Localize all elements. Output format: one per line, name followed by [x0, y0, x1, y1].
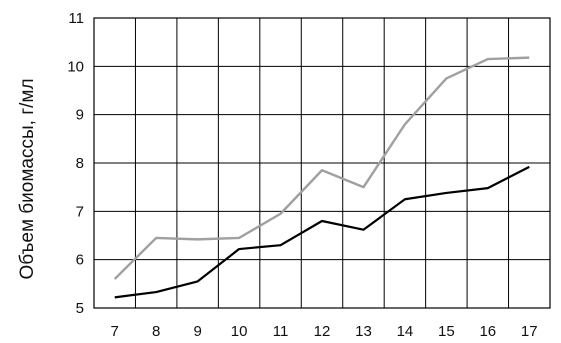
x-tick-label: 16 [479, 323, 496, 340]
x-tick-label: 10 [231, 323, 248, 340]
y-tick-label: 6 [76, 252, 84, 269]
y-tick-label: 7 [76, 203, 84, 220]
x-tick-label: 8 [152, 323, 160, 340]
x-tick-label: 17 [521, 323, 538, 340]
y-tick-label: 10 [67, 58, 84, 75]
y-tick-label: 9 [76, 107, 84, 124]
plot-frame [93, 17, 551, 309]
y-tick-label: 11 [68, 10, 84, 27]
series-lines [113, 56, 530, 299]
x-tick-label: 15 [438, 323, 455, 340]
x-tick-label: 12 [314, 323, 331, 340]
y-tick-label: 8 [76, 155, 84, 172]
y-tick-label: 5 [76, 300, 84, 317]
grid [93, 17, 551, 309]
x-tick-label: 7 [111, 323, 119, 340]
series-line-1 [113, 56, 530, 280]
x-tick-label: 14 [397, 323, 414, 340]
x-tick-label: 9 [193, 323, 201, 340]
x-tick-label: 11 [273, 323, 289, 340]
tick-labels: 5 6 7 8 9 10 11 7 8 9 10 11 12 13 14 15 16 17 [67, 10, 537, 340]
x-tick-label: 13 [355, 323, 372, 340]
series-line-2 [114, 165, 530, 299]
y-axis-label: Объем биомассы, г/мл [17, 78, 38, 279]
